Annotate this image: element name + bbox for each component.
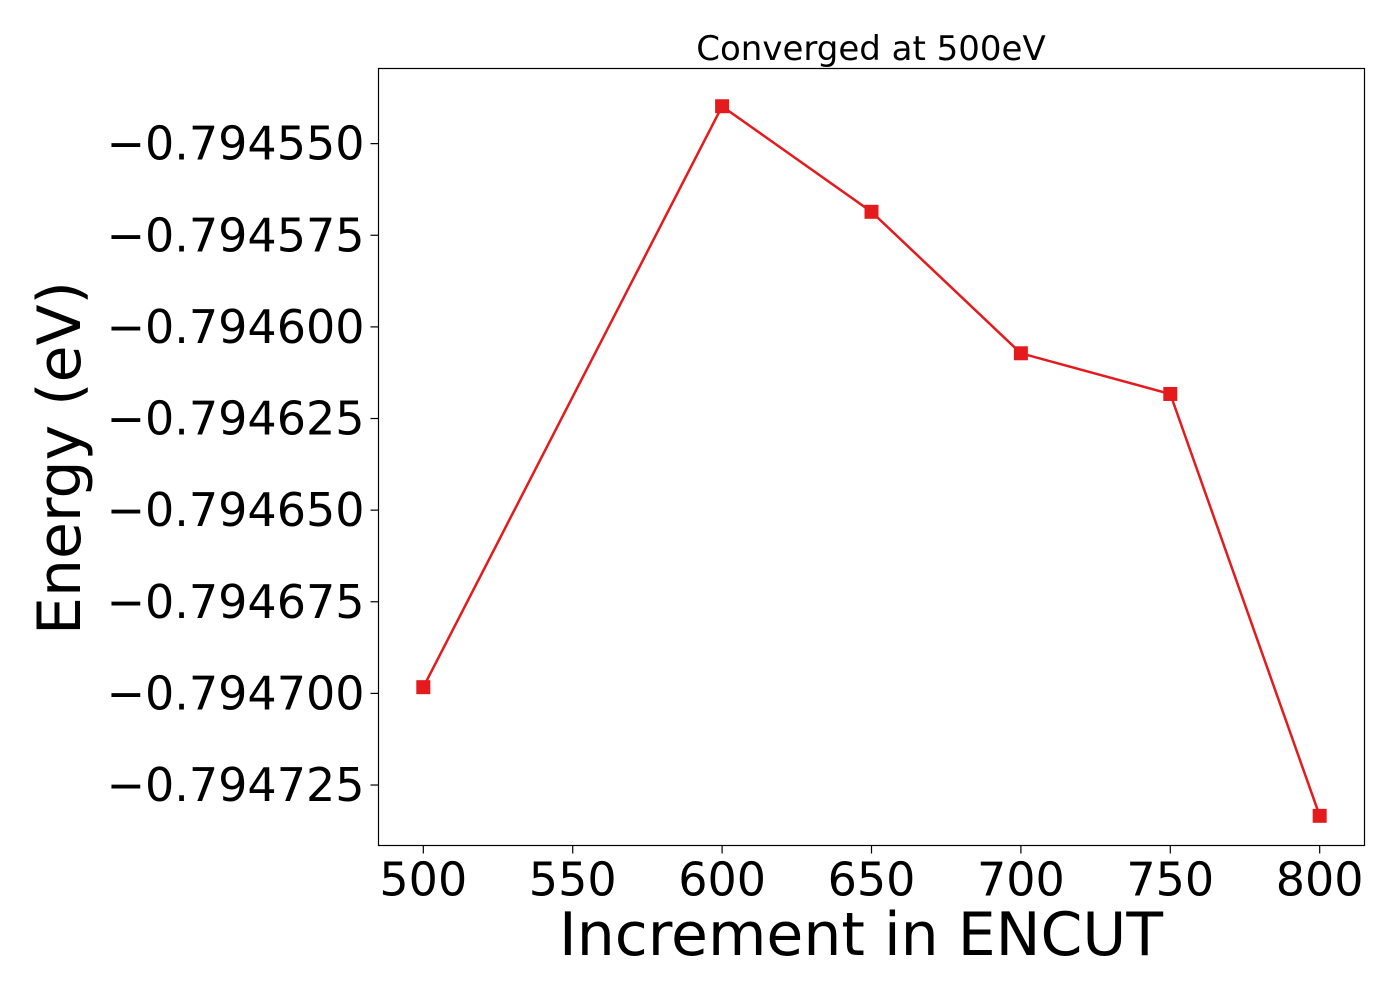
x-tick-label: 750: [1126, 853, 1214, 907]
x-tick-label: 700: [977, 853, 1065, 907]
series-line: [422, 104, 1321, 817]
data-point-marker: [1163, 386, 1178, 401]
data-point-marker: [715, 99, 730, 114]
y-tick-label: −0.794575: [106, 208, 364, 262]
x-axis: 500 550 600 650 700 750 800: [379, 845, 1364, 907]
x-tick-label: 500: [379, 853, 467, 907]
data-point-marker: [1312, 808, 1327, 823]
y-tick-label: −0.794700: [106, 666, 364, 720]
plot-frame: [377, 67, 1366, 847]
chart-title: Converged at 500eV: [696, 29, 1045, 69]
y-tick-label: −0.794725: [106, 758, 364, 812]
data-point-marker: [864, 204, 879, 219]
series-layer: [416, 99, 1327, 823]
y-tick-label: −0.794625: [106, 392, 364, 446]
data-point-marker: [416, 680, 431, 695]
y-axis-label: Energy (eV): [25, 281, 95, 635]
x-tick-label: 600: [678, 853, 766, 907]
x-tick-label: 800: [1276, 853, 1364, 907]
plot-area: [377, 67, 1366, 847]
x-tick-label: 650: [828, 853, 916, 907]
y-axis: −0.794550 −0.794575 −0.794600 −0.794625 −0.7…: [106, 117, 379, 812]
x-axis-label: Increment in ENCUT: [559, 900, 1163, 970]
y-tick-label: −0.794600: [106, 300, 364, 354]
y-tick-label: −0.794675: [106, 575, 364, 629]
x-tick-label: 550: [529, 853, 617, 907]
y-tick-label: −0.794550: [106, 117, 364, 171]
data-point-marker: [1013, 346, 1028, 361]
y-tick-label: −0.794650: [106, 483, 364, 537]
